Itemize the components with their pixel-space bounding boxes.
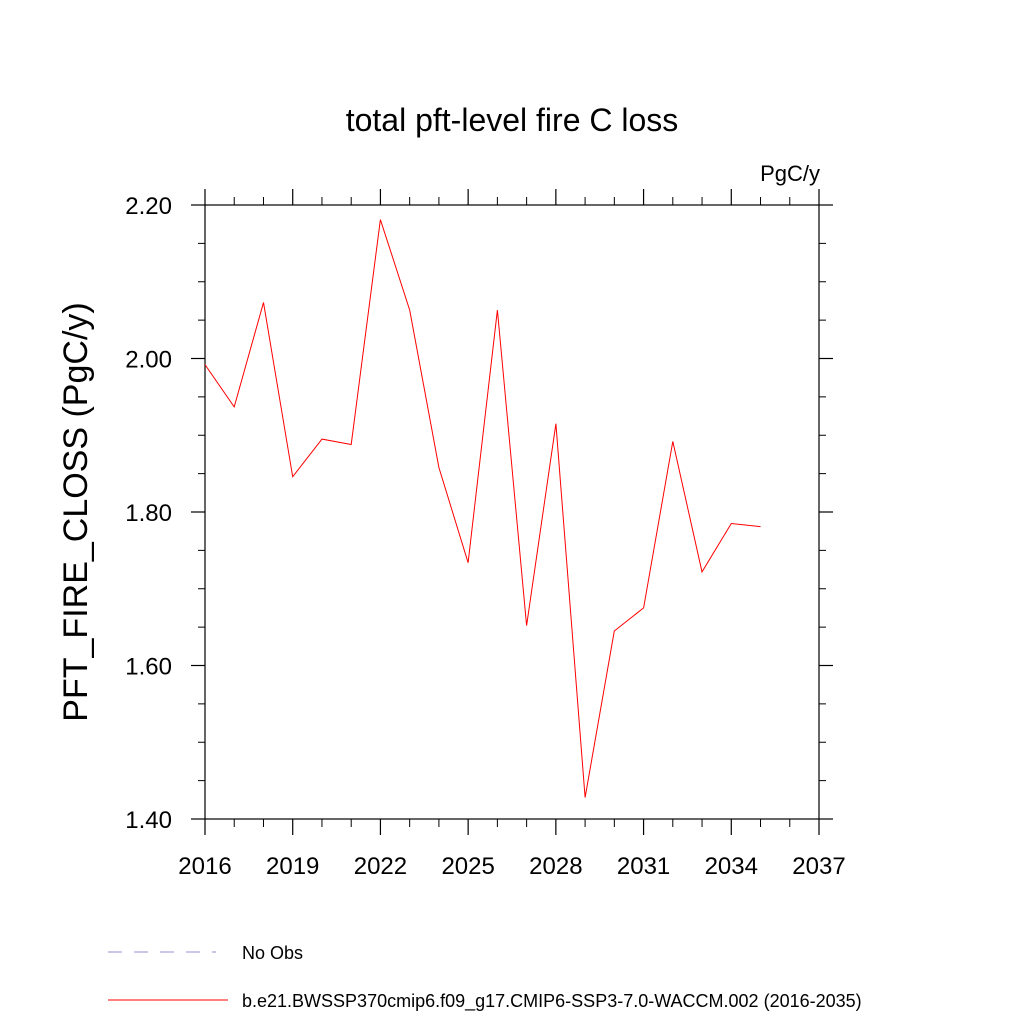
x-tick-label: 2034 [705, 853, 758, 880]
y-tick-label: 2.00 [125, 347, 172, 374]
x-tick-label: 2022 [354, 853, 407, 880]
x-tick-label: 2025 [441, 853, 494, 880]
y-tick-label: 1.60 [125, 654, 172, 681]
y-tick-label: 1.80 [125, 500, 172, 527]
x-tick-label: 2016 [178, 853, 231, 880]
legend: No Obs b.e21.BWSSP370cmip6.f09_g17.CMIP6-… [108, 943, 862, 1012]
x-tick-label: 2019 [266, 853, 319, 880]
legend-label-0: b.e21.BWSSP370cmip6.f09_g17.CMIP6-SSP3-7… [242, 991, 862, 1012]
legend-label-1: No Obs [242, 943, 303, 963]
y-axis-label: PFT_FIRE_CLOSS (PgC/y) [57, 302, 95, 721]
x-tick-label: 2031 [617, 853, 670, 880]
axis-ticks: 2016 2019 2022 2025 2028 2031 2034 2037 1.40 1.60… [125, 189, 846, 880]
series-layer [204, 219, 761, 798]
plot-frame [204, 204, 820, 820]
units-label: PgC/y [760, 161, 820, 186]
x-tick-label: 2037 [792, 853, 845, 880]
chart-title: total pft-level fire C loss [346, 102, 679, 138]
series-line-0 [204, 219, 761, 798]
x-tick-label: 2028 [529, 853, 582, 880]
y-tick-label: 2.20 [125, 193, 172, 220]
y-tick-label: 1.40 [125, 807, 172, 834]
